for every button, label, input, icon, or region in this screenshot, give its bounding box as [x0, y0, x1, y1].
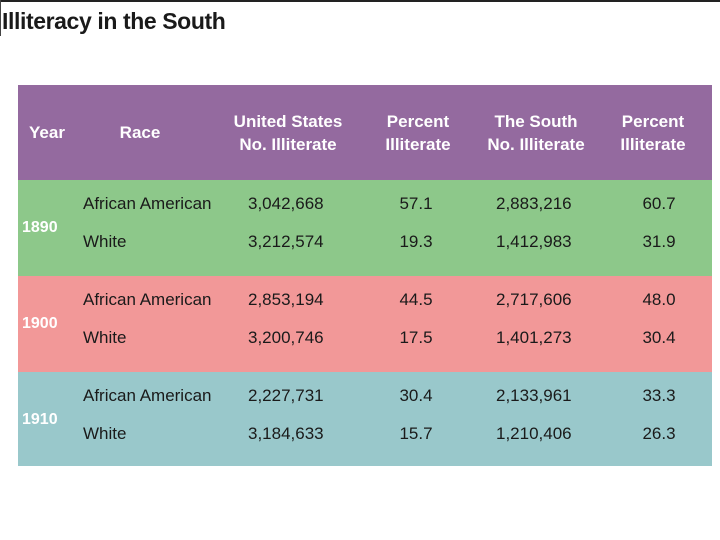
race-cell: African American: [83, 386, 212, 405]
south-percent-cell: 33.3: [642, 386, 676, 405]
us-percent-cell: 30.4: [399, 386, 433, 405]
race-cell: African American: [83, 194, 212, 213]
south-percent-cell: 26.3: [642, 424, 676, 443]
year-label: 1890: [22, 219, 58, 236]
us-count-cell: 2,227,731: [248, 386, 324, 405]
page-title: Illiteracy in the South: [2, 8, 226, 34]
race-cell: African American: [83, 290, 212, 309]
south-count-cell: 1,401,273: [496, 328, 572, 347]
us-percent-cell: 57.1: [399, 194, 433, 213]
south-count-cell: 2,133,961: [496, 386, 572, 405]
south-percent-cell: 60.7: [642, 194, 676, 213]
us-count-cell: 2,853,194: [248, 290, 324, 309]
race-cell: White: [83, 424, 127, 443]
year-label: 1900: [22, 315, 58, 332]
south-count-cell: 1,412,983: [496, 232, 572, 251]
header-year: Year: [29, 123, 65, 142]
us-count-cell: 3,042,668: [248, 194, 324, 213]
illiteracy-table: Year Race United States No. Illiterate P…: [18, 85, 712, 466]
us-percent-cell: 17.5: [399, 328, 433, 347]
year-group-1900: 1900 African American 2,853,194 44.5 2,7…: [18, 276, 712, 372]
us-count-cell: 3,184,633: [248, 424, 324, 443]
us-percent-cell: 19.3: [399, 232, 433, 251]
south-count-cell: 2,717,606: [496, 290, 572, 309]
race-cell: White: [83, 328, 127, 347]
header-us-illiterate: United States No. Illiterate: [233, 111, 343, 154]
us-count-cell: 3,212,574: [248, 232, 324, 251]
year-label: 1910: [22, 411, 58, 428]
table-header: Year Race United States No. Illiterate P…: [18, 85, 712, 180]
south-count-cell: 2,883,216: [496, 194, 572, 213]
us-percent-cell: 15.7: [399, 424, 433, 443]
year-group-1890: 1890 African American 3,042,668 57.1 2,8…: [18, 180, 712, 276]
top-divider: [0, 0, 720, 2]
header-us-percent: Percent Illiterate: [385, 111, 451, 154]
us-percent-cell: 44.5: [399, 290, 433, 309]
header-south-percent: Percent Illiterate: [620, 111, 686, 154]
south-percent-cell: 30.4: [642, 328, 676, 347]
header-south-illiterate: The South No. Illiterate: [487, 111, 585, 154]
south-percent-cell: 48.0: [642, 290, 676, 309]
south-percent-cell: 31.9: [642, 232, 676, 251]
header-race: Race: [119, 123, 161, 142]
south-count-cell: 1,210,406: [496, 424, 572, 443]
left-edge-line: [0, 0, 1, 36]
us-count-cell: 3,200,746: [248, 328, 324, 347]
race-cell: White: [83, 232, 127, 251]
year-group-1910: 1910 African American 2,227,731 30.4 2,1…: [18, 372, 712, 466]
